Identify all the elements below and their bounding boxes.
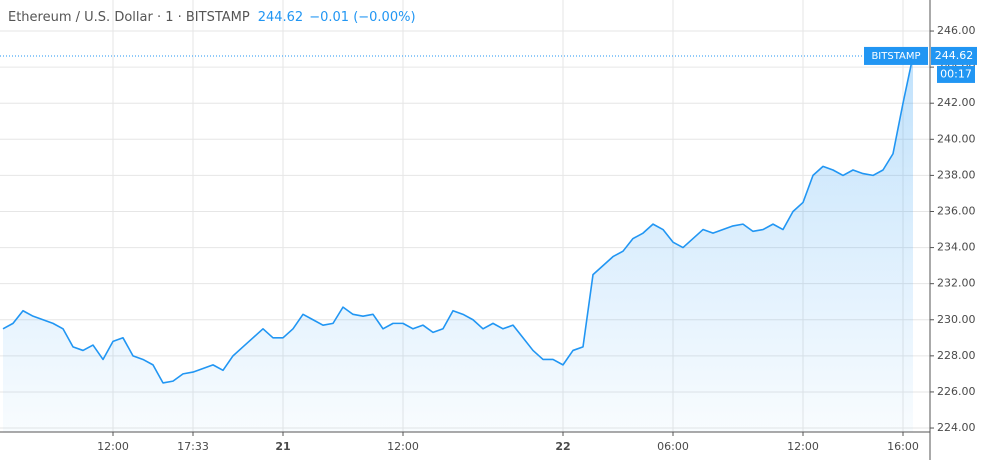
x-tick-label: 12:00 (387, 440, 419, 453)
area (3, 55, 913, 432)
y-tick-label: 228.00 (937, 349, 976, 362)
price-badge (931, 46, 977, 65)
chart-title: Ethereum / U.S. Dollar · 1 · BITSTAMP (8, 10, 250, 25)
y-tick-label: 224.00 (937, 421, 976, 434)
price-change: −0.01 (−0.00%) (309, 10, 415, 25)
y-tick-label: 238.00 (937, 168, 976, 181)
last-price: 244.62 (258, 10, 304, 25)
y-tick-label: 232.00 (937, 277, 976, 290)
y-tick-label: 242.00 (937, 96, 976, 109)
exchange-badge (864, 46, 928, 65)
y-tick-label: 246.00 (937, 24, 976, 37)
x-tick-label: 12:00 (97, 440, 129, 453)
y-tick-label: 234.00 (937, 241, 976, 254)
x-tick-label: 22 (555, 440, 570, 453)
countdown-label: 00:17 (940, 67, 972, 80)
countdown-badge (937, 65, 975, 83)
y-tick-label: 230.00 (937, 313, 976, 326)
y-tick-label: 240.00 (937, 132, 976, 145)
price-badge-label: 244.62 (935, 49, 974, 62)
price-line (2, 55, 914, 384)
x-tick-label: 21 (275, 440, 290, 453)
header: Ethereum / U.S. Dollar · 1 · BITSTAMP 244… (8, 10, 416, 25)
x-tick-label: 17:33 (177, 440, 209, 453)
exchange-badge-label: BITSTAMP (871, 51, 920, 62)
y-tick-label: 236.00 (937, 204, 976, 217)
y-tick-label: 226.00 (937, 385, 976, 398)
x-tick-label: 16:00 (887, 440, 919, 453)
x-tick-label: 06:00 (657, 440, 689, 453)
x-tick-label: 12:00 (787, 440, 819, 453)
